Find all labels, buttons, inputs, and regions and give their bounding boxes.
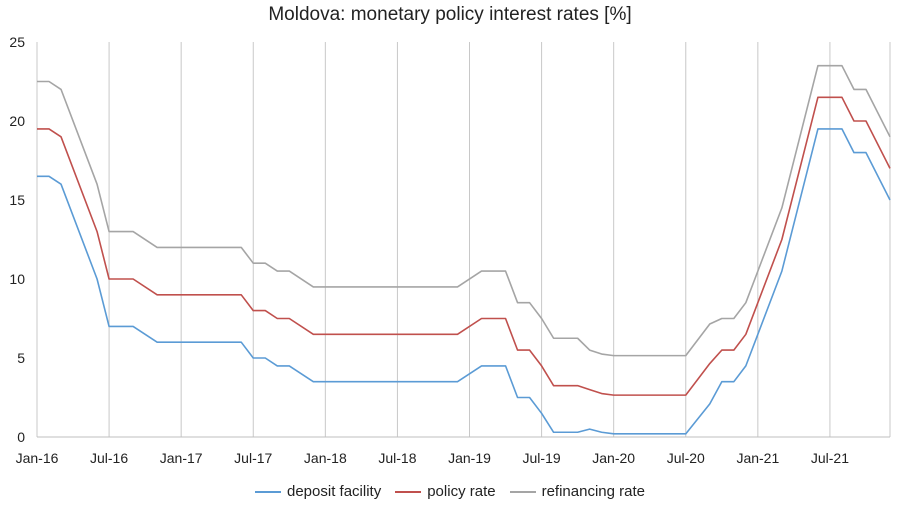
x-tick-label-7: Jul-19 — [523, 450, 561, 466]
x-tick-label-11: Jul-21 — [811, 450, 849, 466]
x-tick-label-6: Jan-19 — [448, 450, 491, 466]
y-tick-label-0: 0 — [17, 429, 25, 445]
x-tick-label-8: Jan-20 — [592, 450, 635, 466]
legend: deposit facility policy rate refinancing… — [0, 483, 900, 500]
legend-swatch-refinancing-rate — [509, 490, 536, 493]
x-tick-label-1: Jul-16 — [90, 450, 128, 466]
y-tick-label-3: 15 — [9, 192, 25, 208]
x-tick-label-0: Jan-16 — [16, 450, 59, 466]
x-tick-label-5: Jul-18 — [378, 450, 416, 466]
legend-item-refinancing-rate: refinancing rate — [509, 483, 645, 500]
y-tick-label-1: 5 — [17, 350, 25, 366]
x-tick-label-9: Jul-20 — [667, 450, 705, 466]
x-tick-label-3: Jul-17 — [234, 450, 272, 466]
series-line-refinancing-rate — [37, 64, 891, 357]
legend-label-policy-rate: policy rate — [427, 483, 496, 500]
series-line-deposit-facility — [37, 128, 891, 435]
y-tick-label-2: 10 — [9, 271, 25, 287]
x-tick-label-10: Jan-21 — [736, 450, 779, 466]
y-tick-label-5: 25 — [9, 34, 25, 50]
legend-swatch-policy-rate — [395, 490, 422, 493]
chart-title: Moldova: monetary policy interest rates … — [268, 4, 632, 25]
legend-swatch-deposit-facility — [255, 490, 281, 493]
legend-item-policy-rate: policy rate — [395, 483, 496, 500]
legend-label-deposit-facility: deposit facility — [287, 483, 382, 500]
y-tick-label-4: 20 — [9, 113, 25, 129]
x-tick-label-2: Jan-17 — [160, 450, 203, 466]
legend-label-refinancing-rate: refinancing rate — [541, 483, 645, 500]
series-line-policy-rate — [37, 96, 891, 396]
legend-item-deposit-facility: deposit facility — [255, 483, 381, 500]
x-tick-label-4: Jan-18 — [304, 450, 347, 466]
